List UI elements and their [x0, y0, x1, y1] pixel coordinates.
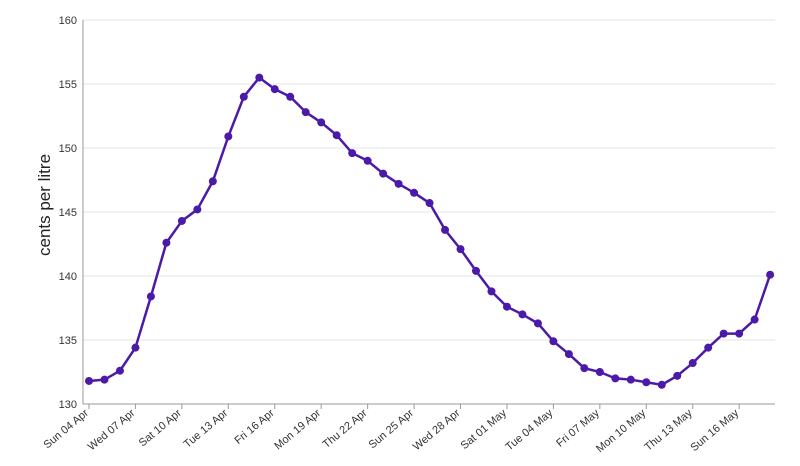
x-tick-label: Sun 25 Apr [367, 407, 417, 451]
x-tick-label: Sat 10 Apr [137, 407, 184, 449]
data-point[interactable] [301, 108, 310, 117]
series-layer [88, 76, 772, 387]
data-point[interactable] [533, 319, 542, 328]
data-point[interactable] [580, 364, 589, 373]
data-point[interactable] [162, 238, 171, 247]
data-point[interactable] [379, 169, 388, 178]
data-point[interactable] [425, 199, 434, 208]
y-tick-label: 145 [59, 207, 77, 219]
data-point[interactable] [456, 245, 465, 254]
data-point[interactable] [502, 302, 511, 311]
data-point[interactable] [735, 329, 744, 338]
x-tick-label: Tue 04 May [503, 407, 555, 454]
axis-layer [82, 20, 775, 409]
point-layer [85, 73, 775, 389]
y-tick-label: 160 [59, 15, 77, 27]
data-point[interactable] [177, 216, 186, 225]
grid-layer [83, 19, 775, 341]
x-tick-label: Wed 28 Apr [411, 407, 463, 453]
data-point[interactable] [394, 179, 403, 188]
data-point[interactable] [255, 73, 264, 82]
data-point[interactable] [518, 310, 527, 319]
data-point[interactable] [348, 149, 357, 158]
x-tick-label: Fri 16 Apr [232, 407, 277, 447]
data-point[interactable] [270, 85, 279, 94]
y-tick-label: 135 [59, 335, 77, 347]
data-point[interactable] [85, 376, 93, 385]
data-point[interactable] [317, 118, 326, 127]
y-tick-label: 130 [59, 399, 77, 411]
data-point[interactable] [657, 380, 666, 389]
data-point[interactable] [626, 375, 635, 384]
data-point[interactable] [410, 188, 419, 197]
data-point[interactable] [564, 350, 573, 359]
y-tick-label: 150 [59, 143, 77, 155]
label-layer: cents per litre 130 135 140 145 150 155 160 Sun… [35, 15, 741, 455]
y-tick-label: 155 [59, 79, 77, 91]
data-point[interactable] [363, 156, 372, 165]
x-tick-label: Mon 10 May [594, 407, 648, 455]
x-tick-label: Tue 13 Apr [182, 407, 231, 451]
data-point[interactable] [688, 359, 697, 368]
data-point[interactable] [472, 266, 480, 275]
series-line [88, 76, 772, 387]
data-point[interactable] [611, 374, 620, 383]
x-tick-label: Sat 01 May [459, 407, 510, 452]
data-point[interactable] [239, 92, 248, 101]
x-tick-label: Thu 22 Apr [321, 407, 370, 451]
data-point[interactable] [115, 366, 124, 375]
x-tick-label: Sun 16 May [688, 407, 741, 454]
data-point[interactable] [766, 270, 775, 279]
data-point[interactable] [719, 329, 728, 338]
x-tick-label: Wed 07 Apr [86, 407, 138, 453]
data-point[interactable] [224, 132, 233, 141]
data-point[interactable] [286, 92, 295, 101]
data-point[interactable] [100, 375, 109, 384]
x-tick-label: Fri 07 May [554, 407, 602, 450]
x-tick-label: Mon 19 Apr [272, 407, 323, 453]
data-point[interactable] [595, 368, 604, 376]
data-point[interactable] [487, 287, 496, 296]
y-tick-label: 140 [59, 271, 77, 283]
data-point[interactable] [193, 205, 202, 214]
x-tick-label: Sun 04 Apr [42, 407, 92, 451]
data-point[interactable] [750, 315, 759, 324]
data-point[interactable] [208, 177, 217, 186]
data-point[interactable] [131, 343, 140, 352]
data-point[interactable] [146, 292, 155, 301]
data-point[interactable] [332, 131, 341, 140]
data-point[interactable] [673, 371, 682, 380]
data-point[interactable] [704, 343, 713, 352]
x-tick-label: Thu 13 May [642, 407, 695, 454]
data-point[interactable] [549, 337, 558, 346]
data-point[interactable] [642, 378, 651, 387]
y-axis-label: cents per litre [35, 154, 54, 256]
data-point[interactable] [441, 225, 450, 234]
